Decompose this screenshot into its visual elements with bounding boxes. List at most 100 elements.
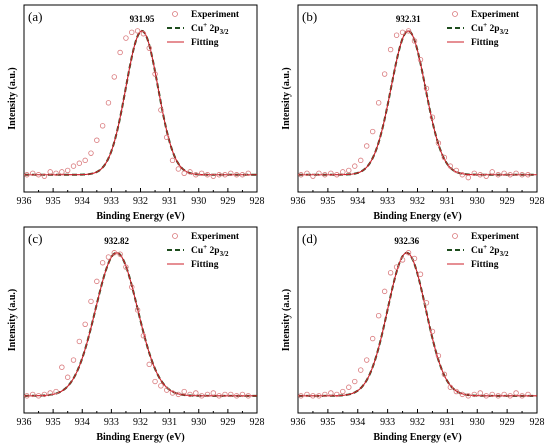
experiment-point — [146, 45, 152, 51]
x-tick-label: 935 — [320, 196, 335, 207]
experiment-point — [181, 170, 187, 176]
experiment-point — [322, 172, 328, 178]
x-tick-label: 928 — [530, 417, 545, 428]
component-curve-cu-2p3-2 — [24, 251, 257, 397]
experiment-point — [477, 390, 483, 396]
legend-label-component: Cu+ 2p3/2 — [471, 21, 509, 36]
experiment-point — [245, 393, 251, 399]
experiment-point — [513, 390, 519, 396]
x-tick-label: 935 — [46, 417, 61, 428]
experiment-point — [70, 163, 77, 169]
experiment-point — [204, 172, 211, 178]
experiment-point — [483, 393, 489, 399]
experiment-point — [233, 393, 240, 399]
experiment-point — [239, 391, 246, 398]
experiment-point — [41, 391, 48, 398]
y-axis-label: Intensity (a.u.) — [281, 289, 292, 352]
experiment-point — [411, 38, 418, 44]
x-tick-label: 935 — [46, 196, 61, 207]
experiment-point — [30, 391, 36, 398]
legend-marker-experiment — [172, 233, 178, 239]
chart-panel-4: 936 935 934 933 932 931 930 929 928 Binding Energ… — [281, 226, 545, 443]
experiment-point — [459, 172, 466, 178]
experiment-point — [387, 270, 394, 276]
experiment-point — [364, 357, 370, 363]
experiment-point — [24, 172, 30, 178]
experiment-point — [519, 393, 525, 399]
experiment-point — [423, 85, 430, 92]
experiment-point — [193, 390, 199, 396]
experiment-point — [35, 393, 42, 399]
experiment-point — [525, 172, 531, 178]
x-tick-label: 932 — [410, 417, 425, 428]
experiment-point — [435, 353, 442, 359]
experiment-point — [204, 391, 211, 398]
x-tick-label: 928 — [250, 196, 265, 207]
experiment-point — [471, 170, 477, 176]
experiment-point — [88, 298, 94, 305]
component-curve-cu-2p3-2 — [24, 29, 257, 176]
experiment-point — [82, 321, 88, 327]
experiment-point — [441, 154, 448, 161]
experiment-point — [105, 254, 112, 260]
experiment-point — [82, 157, 88, 164]
y-axis-label: Intensity (a.u.) — [7, 289, 18, 352]
experiment-point — [41, 173, 48, 179]
experiment-point — [483, 173, 489, 179]
y-axis-label: Intensity (a.u.) — [7, 67, 18, 130]
experiment-point — [169, 157, 176, 164]
chart-panel-1: 936 935 934 933 932 931 930 929 928 Binding Energ… — [7, 4, 265, 222]
legend-label-fitting: Fitting — [471, 260, 499, 270]
experiment-point — [64, 374, 71, 380]
fitting-curve — [298, 252, 537, 397]
experiment-point — [304, 391, 310, 398]
experiment-point — [495, 172, 501, 178]
legend-label-component: Cu+ 2p3/2 — [191, 243, 229, 258]
experiment-point — [76, 160, 83, 166]
x-tick-label: 936 — [291, 196, 306, 207]
experiment-point — [35, 172, 42, 178]
x-tick-label: 929 — [220, 417, 235, 428]
x-tick-label: 933 — [104, 417, 119, 428]
legend-label-fitting: Fitting — [191, 38, 219, 48]
experiment-point — [228, 170, 234, 176]
x-tick-label: 936 — [17, 196, 32, 207]
experiment-point — [64, 167, 71, 174]
experiment-point — [193, 172, 199, 178]
experiment-point — [358, 157, 364, 164]
legend-label-experiment: Experiment — [191, 10, 240, 20]
y-axis-label: Intensity (a.u.) — [281, 67, 292, 130]
experiment-point — [59, 364, 65, 370]
experiment-point — [99, 123, 106, 129]
experiment-point — [123, 264, 129, 270]
peak-position-label: 932.36 — [394, 236, 419, 246]
x-axis-label: Binding Energy (eV) — [373, 432, 461, 443]
experiment-point — [146, 361, 152, 368]
experiment-point — [210, 173, 217, 179]
x-tick-label: 929 — [220, 196, 235, 207]
experiment-point — [94, 278, 100, 285]
experiment-point — [117, 251, 123, 257]
x-tick-label: 934 — [75, 417, 90, 428]
experiment-point — [429, 114, 436, 120]
experiment-point — [334, 391, 340, 398]
experiment-point — [152, 378, 158, 385]
legend-label-experiment: Experiment — [191, 232, 240, 242]
experiment-point — [346, 167, 352, 174]
fitting-curve — [298, 30, 537, 176]
experiment-point — [158, 107, 164, 113]
experiment-point — [123, 35, 129, 41]
experiment-point — [316, 170, 322, 176]
experiment-point — [152, 71, 158, 77]
experiment-point — [369, 128, 376, 135]
experiment-point — [164, 387, 170, 393]
experiment-point — [417, 271, 424, 277]
experiment-point — [233, 172, 240, 178]
panel-label: (b) — [302, 9, 317, 24]
experiment-point — [447, 163, 454, 169]
experiment-point — [375, 100, 382, 106]
experiment-point — [507, 393, 513, 399]
